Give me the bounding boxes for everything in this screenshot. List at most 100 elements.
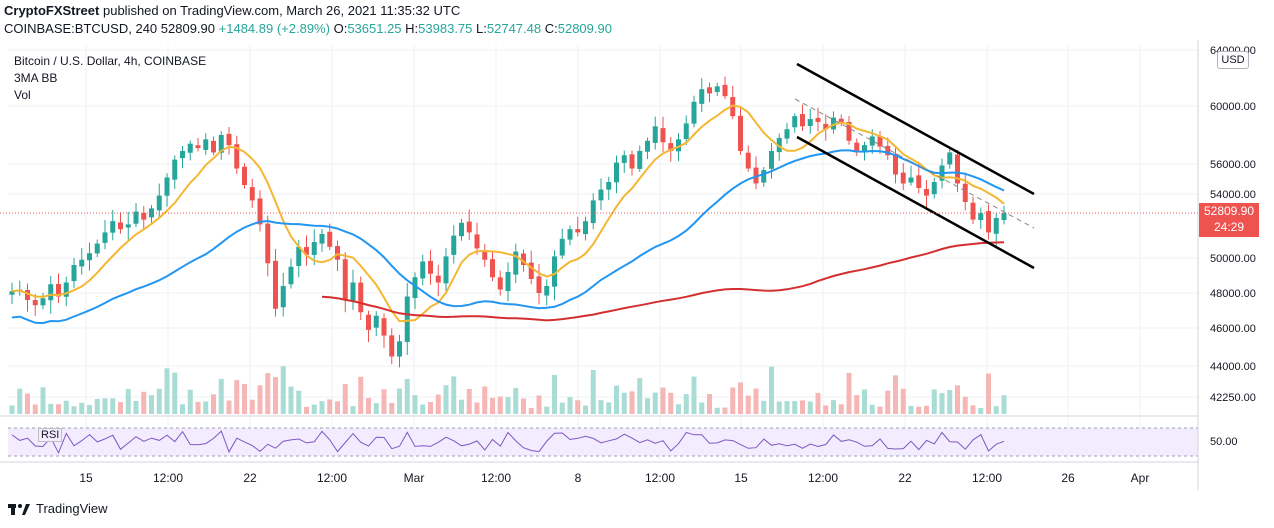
volume-bar <box>273 377 278 414</box>
chart-title: Bitcoin / U.S. Dollar, 4h, COINBASE <box>14 54 207 68</box>
candle <box>544 286 550 296</box>
candle <box>9 291 15 295</box>
volume-bar <box>761 400 767 414</box>
volume-bar <box>296 390 302 414</box>
volume-bar <box>691 376 697 414</box>
volume-bar <box>187 389 193 414</box>
candle <box>242 166 247 185</box>
candle <box>110 221 116 233</box>
candle <box>962 183 968 202</box>
candle <box>296 246 302 266</box>
candle <box>482 250 488 260</box>
candle <box>831 117 836 130</box>
volume-bar <box>955 385 960 414</box>
volume-bar <box>311 404 317 414</box>
volume-bar <box>172 372 178 414</box>
volume-bar <box>552 374 557 414</box>
volume-bar <box>71 406 77 414</box>
ohlc-header: COINBASE:BTCUSD, 240 52809.90 +1484.89 (… <box>4 21 612 36</box>
volume-bar <box>823 405 829 414</box>
y-tick-label: 44000.00 <box>1210 361 1256 373</box>
volume-bar <box>614 385 619 414</box>
x-tick-label: 12:00 <box>645 471 675 485</box>
candle <box>474 234 480 249</box>
volume-bar <box>350 406 356 414</box>
volume-bar <box>412 395 418 414</box>
candle <box>133 211 139 224</box>
candle <box>125 224 131 228</box>
volume-bar <box>459 399 464 414</box>
candle <box>823 123 829 130</box>
volume-bar <box>606 402 612 414</box>
volume-bar <box>32 404 38 414</box>
volume-bar <box>25 393 30 414</box>
candle <box>947 152 953 165</box>
volume-bar <box>559 402 565 414</box>
volume-bar <box>900 388 906 414</box>
volume-bar <box>490 397 495 414</box>
y-tick-label: 46000.00 <box>1210 323 1256 335</box>
x-tick-label: 15 <box>734 471 748 485</box>
volume-bar <box>466 388 472 414</box>
volume-bar <box>40 387 46 414</box>
candle <box>180 150 185 159</box>
volume-legend: Vol <box>14 88 31 102</box>
candle <box>862 145 867 153</box>
volume-bar <box>164 368 170 414</box>
volume-bar <box>482 386 488 414</box>
candle <box>931 182 937 195</box>
candle <box>226 133 232 146</box>
volume-bar <box>335 401 340 414</box>
candle <box>955 154 960 184</box>
candle <box>311 242 317 255</box>
volume-bar <box>125 389 131 414</box>
volume-bar <box>381 389 387 414</box>
candle <box>707 87 712 94</box>
candle <box>40 298 46 306</box>
x-tick-label: 12:00 <box>972 471 1002 485</box>
volume-bar <box>265 373 271 414</box>
candle <box>761 170 767 183</box>
candle <box>203 139 209 150</box>
volume-bar <box>358 376 364 414</box>
low-label: L: <box>476 21 487 36</box>
candle <box>389 335 395 357</box>
volume-bar <box>722 407 728 414</box>
volume-bar <box>567 397 573 414</box>
candle-countdown: 24:29 <box>1213 220 1245 234</box>
candle <box>48 284 54 301</box>
tradingview-footer[interactable]: TradingView <box>8 501 108 516</box>
candle <box>970 202 976 220</box>
publisher-name: CryptoFXStreet <box>4 3 100 18</box>
candle <box>869 136 875 146</box>
x-tick-label: 15 <box>79 471 93 485</box>
volume-bar <box>133 400 139 414</box>
volume-bar <box>854 395 860 414</box>
volume-bar <box>435 394 441 414</box>
volume-bar <box>249 399 255 414</box>
volume-bar <box>304 406 309 414</box>
x-tick-label: Mar <box>404 471 425 485</box>
x-tick-label: 12:00 <box>153 471 183 485</box>
volume-bar <box>451 376 457 414</box>
candle <box>521 253 526 265</box>
candle <box>102 232 108 243</box>
volume-bar <box>48 403 54 414</box>
candle <box>590 200 596 224</box>
volume-bar <box>792 401 798 414</box>
volume-bar <box>784 401 790 414</box>
volume-bar <box>676 404 681 414</box>
currency-badge[interactable]: USD <box>1217 51 1249 69</box>
x-tick-label: 12:00 <box>481 471 511 485</box>
rsi-tick-label: 50.00 <box>1210 436 1238 448</box>
channel-lower-line <box>796 135 1035 270</box>
candle <box>660 128 666 143</box>
candle <box>172 159 178 180</box>
candle <box>900 172 906 184</box>
volume-bar <box>908 405 914 414</box>
volume-bar <box>234 380 240 414</box>
x-tick-label: 8 <box>575 471 582 485</box>
candle <box>428 260 433 274</box>
candle <box>536 276 542 293</box>
